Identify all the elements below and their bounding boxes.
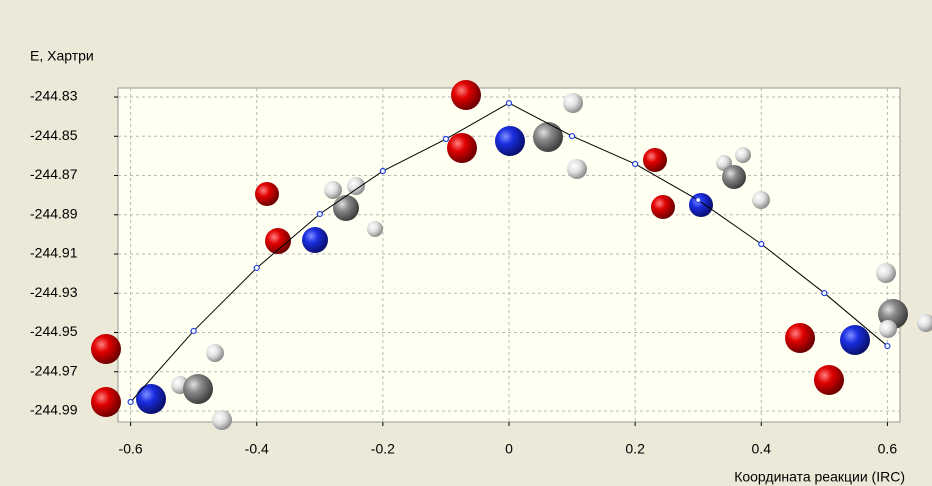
y-tick-label: -244.87 <box>30 166 78 182</box>
x-tick-label: -0.2 <box>371 441 395 457</box>
data-point <box>885 344 890 349</box>
data-point <box>443 137 448 142</box>
y-tick-label: -244.83 <box>30 88 78 104</box>
y-tick-label: -244.99 <box>30 402 78 418</box>
data-point <box>696 198 701 203</box>
x-tick-label: 0.2 <box>625 441 645 457</box>
x-tick-label: -0.4 <box>245 441 269 457</box>
x-tick-label: 0.4 <box>752 441 772 457</box>
y-tick-label: -244.91 <box>30 245 78 261</box>
data-point <box>507 101 512 106</box>
data-point <box>822 291 827 296</box>
x-axis-label: Координата реакции (IRC) <box>734 469 905 485</box>
x-tick-label: 0.6 <box>878 441 898 457</box>
x-tick-label: -0.6 <box>119 441 143 457</box>
data-point <box>254 265 259 270</box>
data-point <box>191 328 196 333</box>
data-point <box>380 169 385 174</box>
data-point <box>633 161 638 166</box>
y-tick-label: -244.93 <box>30 284 78 300</box>
chart: E, Хартри Координата реакции (IRC) -244.… <box>0 0 932 486</box>
data-point <box>759 242 764 247</box>
y-tick-label: -244.89 <box>30 205 78 221</box>
y-axis-label: E, Хартри <box>30 48 94 64</box>
x-tick-label: 0 <box>505 441 513 457</box>
data-point <box>317 211 322 216</box>
data-point <box>570 134 575 139</box>
y-tick-label: -244.85 <box>30 127 78 143</box>
data-point <box>128 399 133 404</box>
y-tick-label: -244.95 <box>30 323 78 339</box>
y-tick-label: -244.97 <box>30 362 78 378</box>
